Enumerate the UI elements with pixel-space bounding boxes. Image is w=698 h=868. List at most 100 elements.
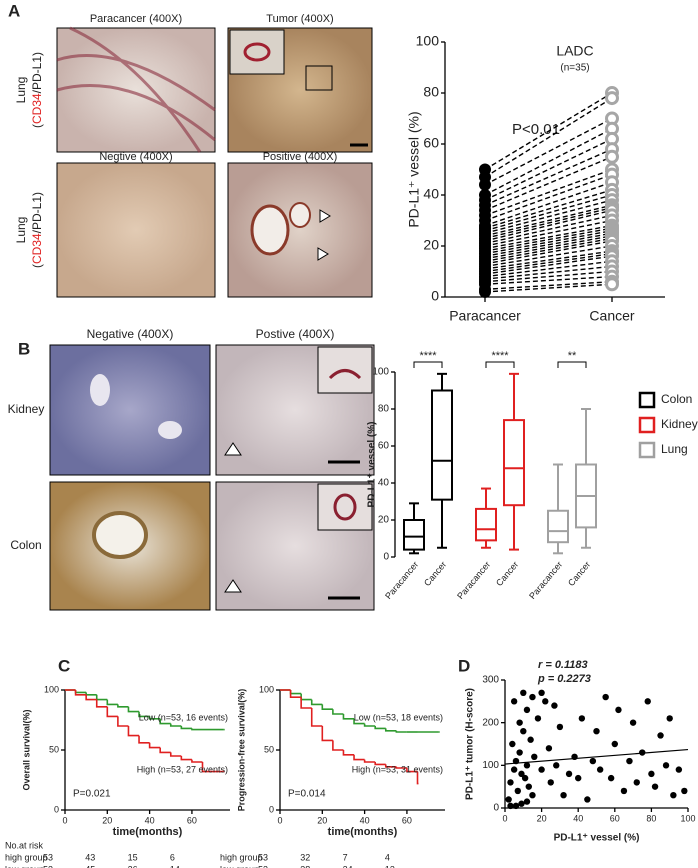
risk-count: 43 xyxy=(85,852,95,862)
vessel xyxy=(250,204,290,256)
point xyxy=(666,715,673,722)
y-tick-label: 60 xyxy=(378,441,390,452)
survival-step xyxy=(342,714,355,720)
risk-count: 53 xyxy=(43,864,53,868)
x-tick-label: Cancer xyxy=(422,559,448,588)
risk-count: 14 xyxy=(170,864,180,868)
dot xyxy=(605,149,619,164)
survival-step xyxy=(180,756,192,761)
risk-count: 38 xyxy=(300,864,310,868)
micrograph xyxy=(56,162,216,298)
point xyxy=(639,749,646,756)
y-axis-label: PD-L1⁺ vessel (%) xyxy=(406,111,422,227)
y-tick-label: 100 xyxy=(259,684,274,694)
point xyxy=(578,715,586,722)
risk-count: 53 xyxy=(43,852,53,862)
point xyxy=(538,689,545,696)
image-title: Positive (400X) xyxy=(263,151,338,163)
y-tick-label: 80 xyxy=(423,84,439,100)
point xyxy=(556,723,564,731)
marker: /PD-L1) xyxy=(30,192,44,233)
y-tick-label: 100 xyxy=(44,684,59,694)
point xyxy=(626,757,633,765)
survival-step xyxy=(406,768,418,773)
y-axis-label: PD-L1⁺ tumor (H-score) xyxy=(465,688,476,800)
survival-step xyxy=(332,709,344,715)
x-tick-label: 20 xyxy=(317,815,327,825)
x-tick-label: Cancer xyxy=(566,559,592,588)
pair-line xyxy=(484,265,613,280)
survival-step xyxy=(353,718,365,725)
row-label-markers: (CD34/PD-L1) xyxy=(30,192,44,268)
image-title: Postive (400X) xyxy=(256,327,335,341)
survival-step xyxy=(106,706,118,718)
y-tick-label: 60 xyxy=(423,135,439,151)
y-tick-label: 0 xyxy=(269,804,274,814)
risk-count: 45 xyxy=(85,864,95,868)
vessel xyxy=(333,493,357,521)
y-tick-label: 0 xyxy=(493,803,499,814)
survival-step xyxy=(300,697,312,709)
legend-label: Lung xyxy=(661,442,688,456)
point xyxy=(518,800,525,807)
pair-line xyxy=(484,245,613,268)
point xyxy=(523,762,531,769)
x-tick-label: 0 xyxy=(277,815,282,825)
point xyxy=(520,689,527,696)
survival-step xyxy=(169,752,182,757)
survival-step xyxy=(384,764,397,768)
panel-label: C xyxy=(58,656,70,675)
y-axis-label: PD-L1⁺ vessel (%) xyxy=(367,422,378,508)
point xyxy=(516,749,523,756)
point xyxy=(675,766,683,773)
significance-bracket xyxy=(413,361,443,368)
survival-step xyxy=(321,726,333,742)
risk-count: 4 xyxy=(385,852,390,862)
x-tick-label: 40 xyxy=(573,813,583,823)
risk-count: 6 xyxy=(170,852,175,862)
micrographs-a xyxy=(56,26,373,298)
x-tick-label: 80 xyxy=(646,813,656,823)
row-label: Colon xyxy=(10,538,41,552)
survival-step xyxy=(127,706,140,713)
pair-line xyxy=(484,214,613,245)
point xyxy=(560,792,567,799)
risk-title: No.at risk xyxy=(5,840,44,850)
inset xyxy=(229,29,285,75)
risk-row-label: high group xyxy=(5,852,48,862)
point xyxy=(521,774,529,782)
risk-count: 53 xyxy=(258,864,268,868)
point xyxy=(611,740,618,748)
pair-line xyxy=(484,235,613,260)
survival-step xyxy=(384,728,397,732)
pair-line xyxy=(484,252,613,273)
arrowhead xyxy=(317,209,331,261)
survival-step xyxy=(201,762,224,773)
survival-step xyxy=(74,690,87,694)
box xyxy=(403,519,425,551)
pair-line xyxy=(484,232,613,257)
marker: CD34 xyxy=(30,233,44,264)
x-tick-label: 20 xyxy=(102,815,112,825)
y-tick-label: 20 xyxy=(378,515,390,526)
micrograph xyxy=(227,162,373,298)
x-tick-label: 100 xyxy=(680,813,695,823)
x-tick-label: 0 xyxy=(502,813,507,823)
pair-line xyxy=(484,230,613,255)
x-tick-label: 60 xyxy=(187,815,197,825)
micrographs-b xyxy=(49,344,375,611)
marker: CD34 xyxy=(30,93,44,124)
panel-label: B xyxy=(18,339,30,358)
pair-line xyxy=(484,281,613,291)
risk-row-label: high group xyxy=(220,852,263,862)
survival-step xyxy=(117,716,129,727)
image-title: Paracancer (400X) xyxy=(90,13,182,25)
pair-line xyxy=(484,173,613,222)
point xyxy=(507,802,514,810)
survival-step xyxy=(180,726,192,730)
pair-line xyxy=(484,168,613,217)
x-tick-label: Paracancer xyxy=(383,559,420,601)
pair-line xyxy=(484,156,613,211)
annotation: P<0.01 xyxy=(512,121,560,138)
